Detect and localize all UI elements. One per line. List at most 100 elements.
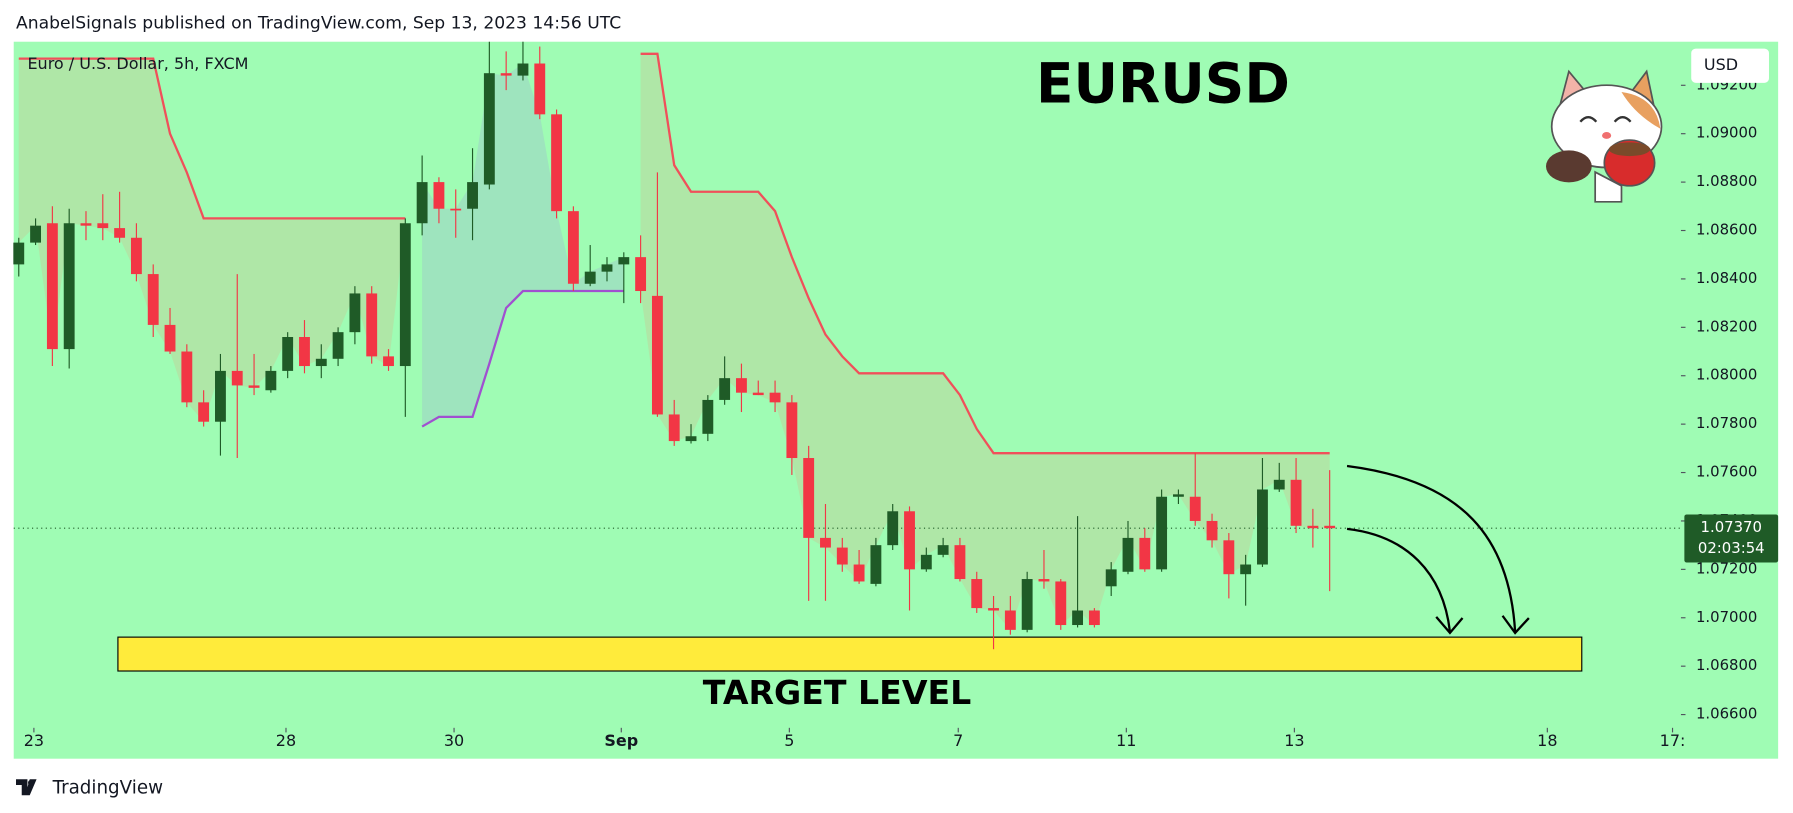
projection-arrow	[1346, 527, 1452, 632]
candle-body	[971, 579, 983, 609]
y-tick-label: 1.06800	[1696, 656, 1757, 674]
candle-body	[601, 264, 613, 272]
y-tick-label: 1.06600	[1696, 705, 1757, 723]
last-price-label: 1.07370	[1701, 518, 1762, 536]
chart-title: EURUSD	[1036, 52, 1290, 116]
cat-sticker	[1546, 69, 1663, 203]
x-tick-label: 11	[1116, 731, 1136, 750]
candle-body	[231, 370, 243, 386]
x-tick-label: 17:	[1660, 731, 1686, 750]
symbol-legend: Euro / U.S. Dollar, 5h, FXCM	[27, 54, 248, 73]
candle-body	[668, 414, 680, 442]
candle-body	[1206, 520, 1218, 541]
candle-body	[1055, 581, 1067, 626]
candle-body	[1273, 479, 1285, 490]
candle-body	[299, 337, 310, 367]
candle-body	[366, 293, 378, 357]
candle-body	[383, 356, 394, 367]
projection-arrow	[1346, 464, 1517, 632]
y-tick-label: 1.08800	[1696, 172, 1757, 190]
candle-body	[702, 399, 714, 434]
y-tick-label: 1.07800	[1696, 414, 1757, 432]
candle-body	[853, 564, 865, 582]
footer-brand: TradingView	[52, 777, 164, 798]
candle-body	[130, 237, 142, 275]
indicator-fill	[422, 63, 624, 427]
candle-body	[1156, 496, 1168, 570]
candle-body	[483, 73, 495, 185]
candle-body	[1038, 579, 1050, 582]
candle-body	[904, 511, 915, 570]
countdown-label: 02:03:54	[1698, 539, 1765, 557]
indicator-line	[18, 52, 1330, 455]
candle-body	[1021, 579, 1033, 630]
candle-body	[282, 337, 294, 371]
candle-body	[887, 511, 899, 546]
currency-label[interactable]: USD	[1704, 55, 1738, 74]
currency-button[interactable]	[1691, 48, 1769, 83]
candle-body	[736, 378, 747, 393]
candle-body	[836, 547, 848, 565]
candle-body	[685, 436, 697, 442]
candle-body	[954, 545, 966, 580]
candle-body	[635, 257, 647, 292]
candle-body	[752, 392, 764, 396]
candle-body	[433, 182, 445, 209]
y-tick-label: 1.08200	[1696, 317, 1757, 335]
candle-body	[1105, 569, 1117, 587]
candle-body	[534, 63, 546, 115]
candle-body	[1240, 564, 1252, 575]
candle-body	[1172, 494, 1184, 497]
candle-body	[1290, 479, 1302, 526]
y-tick-label: 1.09000	[1696, 124, 1757, 142]
candle-body	[215, 370, 226, 422]
candle-body	[1324, 525, 1336, 529]
candle-body	[517, 63, 529, 76]
candle-body	[80, 223, 92, 226]
arrow-head	[1435, 616, 1464, 635]
x-tick-label: Sep	[604, 731, 638, 750]
last-price-badge	[1684, 514, 1779, 563]
candle-body	[265, 370, 277, 391]
tradingview-logo	[16, 779, 37, 796]
candle-body	[500, 73, 512, 76]
candle-body	[786, 402, 798, 459]
candle-body	[988, 608, 999, 611]
candle-body	[332, 332, 344, 359]
candle-body	[584, 271, 596, 284]
target-zone	[117, 636, 1583, 672]
x-tick-label: 5	[784, 731, 794, 750]
candle-body	[803, 458, 815, 538]
candle-body	[551, 114, 563, 212]
candle-body	[567, 211, 579, 284]
x-tick-label: 28	[276, 731, 296, 750]
candle-body	[618, 257, 630, 265]
candle-body	[114, 228, 126, 238]
candle-body	[467, 182, 478, 209]
candle-body	[769, 392, 781, 403]
candle-body	[164, 324, 176, 352]
x-tick-label: 30	[444, 731, 464, 750]
y-tick-label: 1.08600	[1696, 221, 1757, 239]
candle-body	[450, 208, 462, 211]
candle-body	[870, 545, 882, 584]
candle-body	[651, 295, 663, 415]
candle-body	[1223, 540, 1235, 575]
candle-body	[63, 223, 75, 350]
candle-body	[349, 293, 361, 333]
plot-area: 1.066001.068001.070001.072001.074001.076…	[13, 41, 1757, 750]
candle-body	[181, 351, 193, 403]
x-tick-label: 23	[24, 731, 44, 750]
x-tick-label: 18	[1537, 731, 1557, 750]
indicator-fill	[18, 58, 406, 422]
candle-body	[97, 223, 109, 229]
target-annotation: TARGET LEVEL	[703, 673, 971, 712]
candle-body	[30, 225, 42, 243]
indicator-line	[421, 289, 624, 428]
arrow-head	[1501, 615, 1530, 635]
y-tick-label: 1.07600	[1696, 463, 1757, 481]
y-tick-label: 1.07000	[1696, 608, 1757, 626]
candle-body	[1122, 537, 1134, 572]
candle-body	[1139, 537, 1151, 570]
